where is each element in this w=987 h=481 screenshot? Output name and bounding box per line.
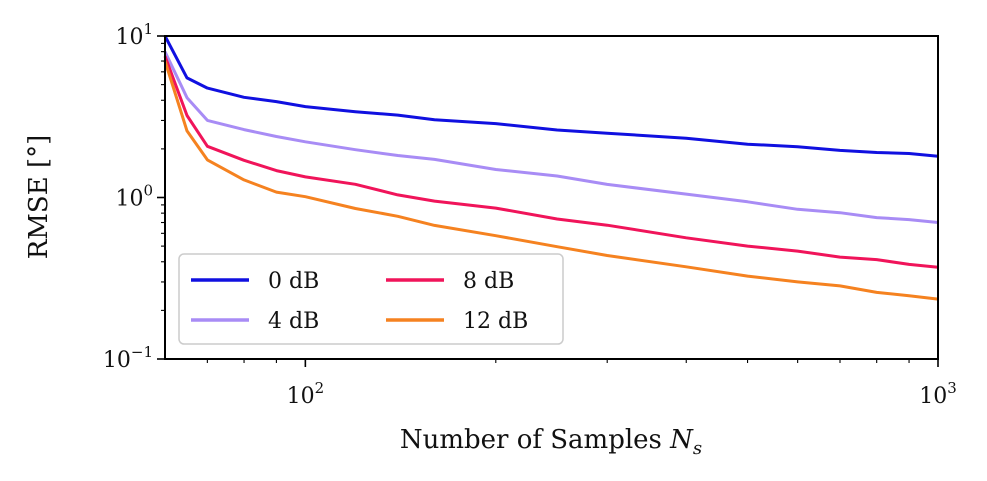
y-axis-label: RMSE [°]: [24, 135, 54, 260]
ticks-layer: 102 103 101 100 10−1: [103, 20, 957, 409]
y-tick-label: 100: [115, 182, 153, 212]
legend-label: 12 dB: [463, 309, 528, 334]
series-layer: [163, 35, 939, 301]
series-line-4-db: [163, 51, 939, 224]
y-tick-label: 10−1: [103, 343, 153, 373]
series-line-0-db: [163, 35, 939, 158]
legend: 0 dB 4 dB 8 dB 12 dB: [178, 253, 564, 345]
legend-label: 4 dB: [268, 309, 319, 334]
series-line-8-db: [163, 55, 939, 269]
legend-label: 0 dB: [268, 269, 319, 294]
legend-label: 8 dB: [463, 269, 514, 294]
x-tick-label: 103: [919, 379, 957, 409]
x-axis-label: Number of Samples Ns: [400, 425, 702, 459]
y-tick-label: 101: [115, 20, 153, 50]
x-tick-label: 102: [287, 379, 325, 409]
series-line-12-db: [163, 60, 939, 301]
legend-box: [178, 253, 564, 345]
